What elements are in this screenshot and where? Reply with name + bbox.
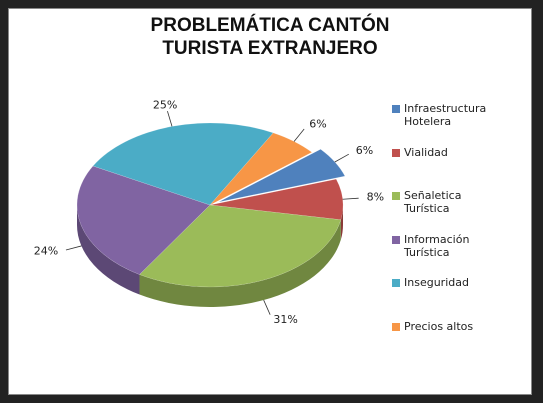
- slice-side: [139, 219, 341, 307]
- slice-side: [340, 205, 343, 240]
- legend-swatch: [392, 148, 400, 157]
- legend-swatch: [392, 235, 400, 244]
- legend-label: Información Turística: [404, 232, 470, 259]
- leader-line: [334, 153, 349, 163]
- legend-swatch: [392, 105, 400, 113]
- data-label: 6%: [356, 144, 373, 157]
- leader-line: [293, 128, 305, 142]
- slice-side: [77, 205, 140, 295]
- legend-item: Información Turística: [392, 233, 522, 259]
- data-label: 24%: [34, 245, 58, 258]
- data-label: 25%: [153, 98, 177, 111]
- slice: [209, 178, 344, 221]
- legend-item: Precios altos: [392, 320, 522, 333]
- chart-title: PROBLEMÁTICA CANTÓN TURISTA EXTRANJERO: [150, 15, 390, 59]
- data-label: 31%: [273, 313, 297, 326]
- legend-item: Infraestructura Hotelera: [392, 102, 522, 128]
- leader-line: [167, 110, 173, 127]
- legend-label: Vialidad: [404, 145, 448, 159]
- legend-swatch: [392, 322, 400, 331]
- legend-item: Inseguridad: [392, 276, 522, 289]
- slice: [139, 204, 342, 288]
- legend-label: Señaletica Turística: [404, 189, 462, 215]
- legend-label: Precios altos: [404, 319, 474, 333]
- data-label: 6%: [309, 117, 326, 130]
- slice: [76, 165, 211, 275]
- legend-swatch: [392, 192, 400, 200]
- slice: [218, 148, 346, 203]
- leader-line: [263, 299, 271, 315]
- data-label: 8%: [367, 191, 384, 204]
- legend-item: Señaletica Turística: [392, 189, 522, 215]
- legend-label: Inseguridad: [404, 276, 469, 289]
- legend-label: Infraestructura Hotelera: [404, 102, 487, 128]
- slice: [92, 122, 274, 206]
- leader-line: [342, 197, 359, 200]
- leader-line: [65, 245, 82, 251]
- legend-swatch: [392, 279, 400, 287]
- legend-item: Vialidad: [392, 146, 522, 159]
